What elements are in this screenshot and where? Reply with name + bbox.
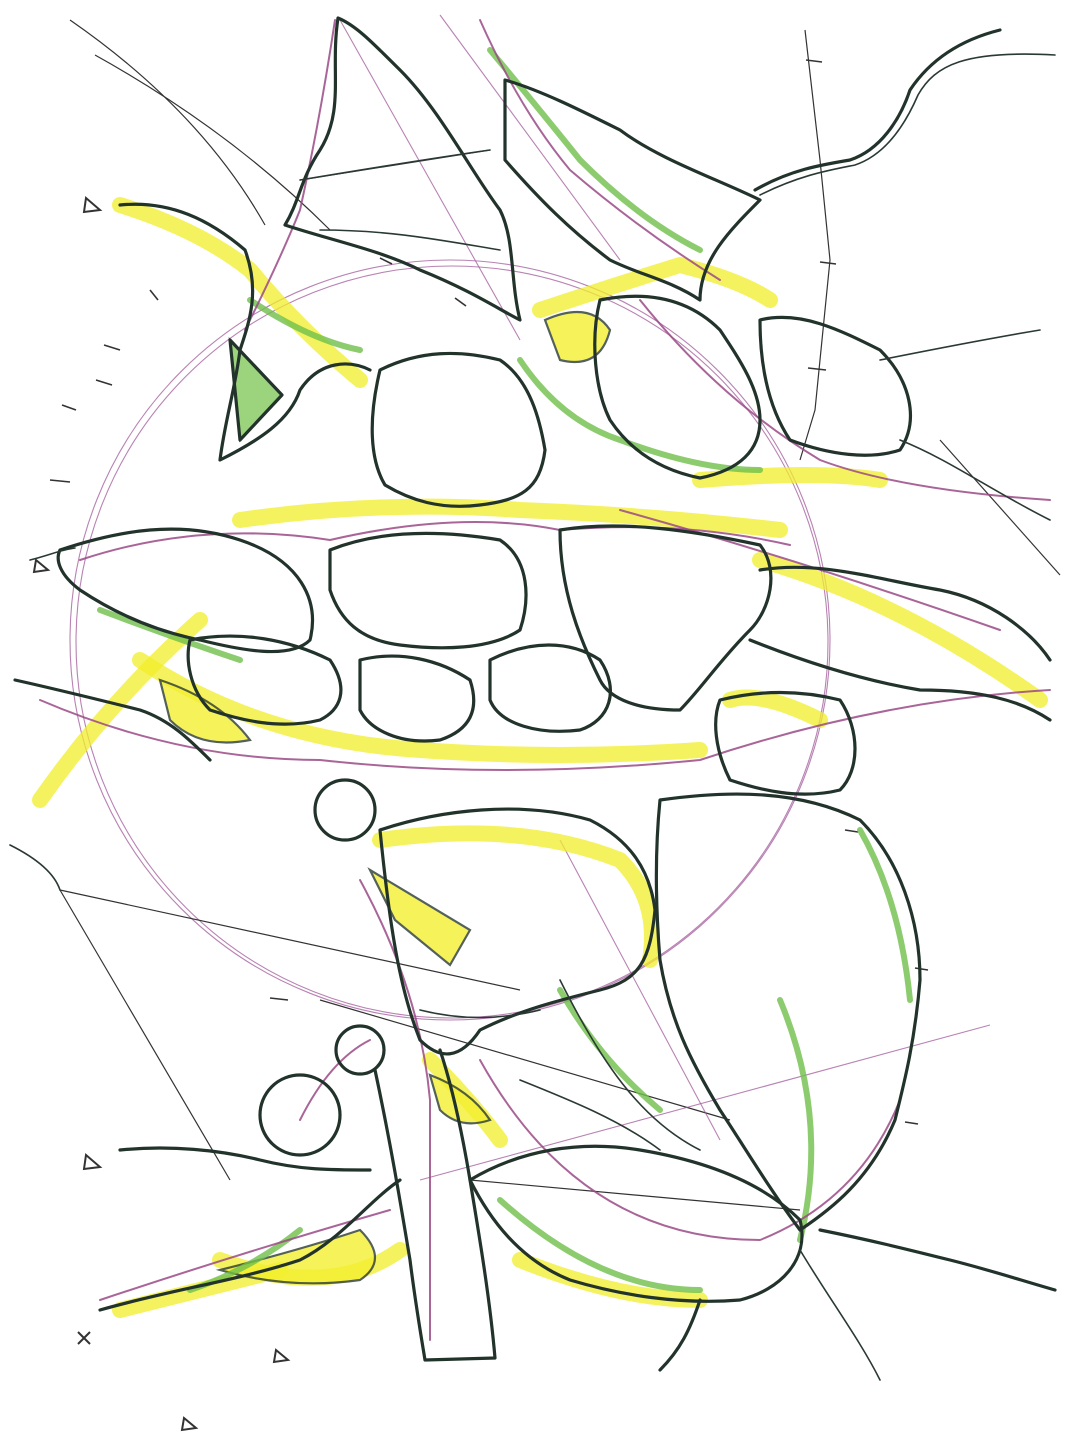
triangle-markers — [32, 196, 291, 1432]
tick-marks — [49, 59, 929, 1125]
triangle-marker — [82, 1153, 103, 1171]
triangle-marker — [272, 1348, 291, 1364]
green-marker-paths — [97, 47, 913, 1293]
dark-ink-network — [9, 16, 1057, 1381]
triangle-marker — [82, 196, 103, 214]
purple-ink-paths — [39, 19, 1051, 1341]
x-marker — [77, 1331, 91, 1345]
triangle-marker — [32, 558, 51, 574]
filled-shapes — [158, 310, 612, 1285]
guide-circle — [69, 259, 831, 1021]
triangle-marker — [180, 1416, 199, 1432]
